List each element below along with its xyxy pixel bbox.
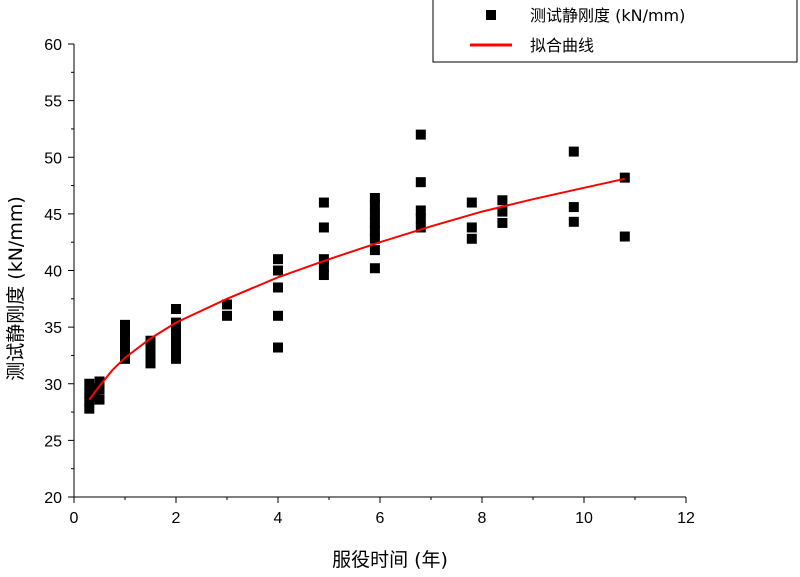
- scatter-point: [318, 254, 329, 265]
- scatter-point: [89, 383, 100, 394]
- scatter-point: [369, 263, 380, 274]
- y-tick-label: 45: [44, 207, 62, 224]
- x-tick-label: 12: [677, 510, 695, 527]
- scatter-point: [369, 233, 380, 244]
- x-tick-label: 8: [478, 510, 487, 527]
- plot-area: [73, 44, 686, 498]
- scatter-point: [145, 358, 156, 369]
- y-tick-label: 55: [44, 94, 62, 111]
- scatter-point: [222, 299, 232, 310]
- scatter-point: [466, 233, 477, 244]
- scatter-point: [145, 350, 156, 361]
- y-tick-label: 60: [44, 37, 62, 54]
- scatter-point: [171, 335, 181, 346]
- y-axis-title: 测试静刚度 (kN/mm): [5, 196, 27, 381]
- scatter-point: [415, 129, 426, 140]
- scatter-point: [89, 392, 100, 403]
- scatter-point: [318, 270, 329, 281]
- scatter-point: [273, 310, 283, 321]
- scatter-point: [619, 172, 630, 183]
- scatter-point: [415, 205, 426, 216]
- scatter-point: [145, 335, 156, 346]
- scatter-point: [318, 262, 329, 273]
- legend-box: [432, 0, 798, 63]
- legend-label: 拟合曲线: [530, 36, 594, 55]
- scatter-point: [497, 206, 508, 217]
- y-tick-label: 40: [44, 264, 62, 281]
- y-tick-label: 30: [44, 377, 62, 394]
- scatter-point: [369, 199, 380, 210]
- scatter-point: [120, 319, 130, 330]
- scatter-point: [568, 216, 579, 227]
- scatter-point: [369, 208, 380, 219]
- scatter-point: [369, 193, 380, 204]
- x-axis-title: 服役时间 (年): [332, 549, 448, 571]
- scatter-point: [120, 326, 130, 337]
- scatter-point: [619, 231, 630, 242]
- x-tick-label: 10: [575, 510, 593, 527]
- y-tick-label: 25: [44, 433, 62, 450]
- scatter-point: [318, 197, 329, 208]
- scatter-point: [84, 387, 95, 398]
- scatter-point: [84, 395, 95, 406]
- scatter-point: [273, 342, 283, 353]
- series-layer: [84, 129, 630, 414]
- scatter-point: [497, 217, 508, 228]
- scatter-point: [171, 344, 181, 355]
- scatter-point: [120, 347, 130, 358]
- x-tick-label: 0: [70, 510, 79, 527]
- scatter-point: [415, 213, 426, 224]
- y-tick-label: 35: [44, 320, 62, 337]
- scatter-point: [171, 353, 181, 364]
- legend: 测试静刚度 (kN/mm) 拟合曲线: [432, 0, 798, 63]
- scatter-point: [466, 197, 477, 208]
- scatter-point: [369, 225, 380, 236]
- scatter-point: [466, 222, 477, 233]
- scatter-point: [318, 222, 329, 233]
- scatter-point: [415, 177, 426, 188]
- x-tick-label: 6: [376, 510, 385, 527]
- x-tick-label: 4: [274, 510, 283, 527]
- fit-curve-line: [88, 177, 626, 401]
- legend-label: 测试静刚度 (kN/mm): [530, 6, 685, 25]
- y-tick-label: 50: [44, 150, 62, 167]
- scatter-point: [369, 245, 380, 256]
- scatter-point: [94, 394, 105, 405]
- scatter-point: [94, 384, 105, 395]
- y-axis: 20 25 30 35 40 45 50 55 60: [44, 37, 74, 507]
- scatter-point: [120, 333, 130, 344]
- scatter-point: [497, 195, 508, 206]
- scatter-point: [415, 222, 426, 233]
- legend-marker-scatter: [486, 10, 496, 20]
- scatter-point: [94, 376, 105, 387]
- scatter-point: [273, 254, 283, 265]
- y-tick-label: 20: [44, 490, 62, 507]
- x-axis: 0 2 4 6 8 10 12: [70, 497, 695, 527]
- scatter-point: [568, 146, 579, 157]
- scatter-point: [171, 326, 181, 337]
- scatter-point: [120, 340, 130, 351]
- scatter-point: [568, 202, 579, 213]
- scatter-point: [222, 310, 232, 321]
- scatter-point: [145, 342, 156, 353]
- x-tick-label: 2: [172, 510, 181, 527]
- scatter-point: [273, 265, 283, 276]
- scatter-point: [171, 304, 181, 315]
- scatter-point: [84, 378, 95, 389]
- scatter-point: [84, 403, 95, 414]
- scatter-point: [369, 217, 380, 228]
- scatter-point: [273, 282, 283, 293]
